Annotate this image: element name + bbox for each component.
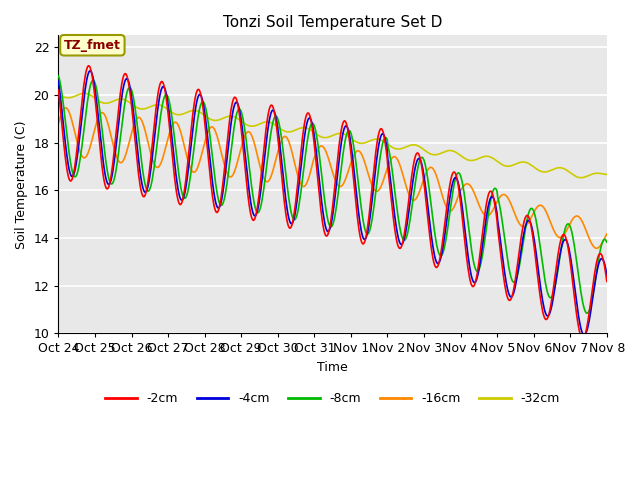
Text: TZ_fmet: TZ_fmet xyxy=(64,39,121,52)
Legend: -2cm, -4cm, -8cm, -16cm, -32cm: -2cm, -4cm, -8cm, -16cm, -32cm xyxy=(100,387,565,410)
X-axis label: Time: Time xyxy=(317,361,348,374)
Title: Tonzi Soil Temperature Set D: Tonzi Soil Temperature Set D xyxy=(223,15,442,30)
Y-axis label: Soil Temperature (C): Soil Temperature (C) xyxy=(15,120,28,249)
